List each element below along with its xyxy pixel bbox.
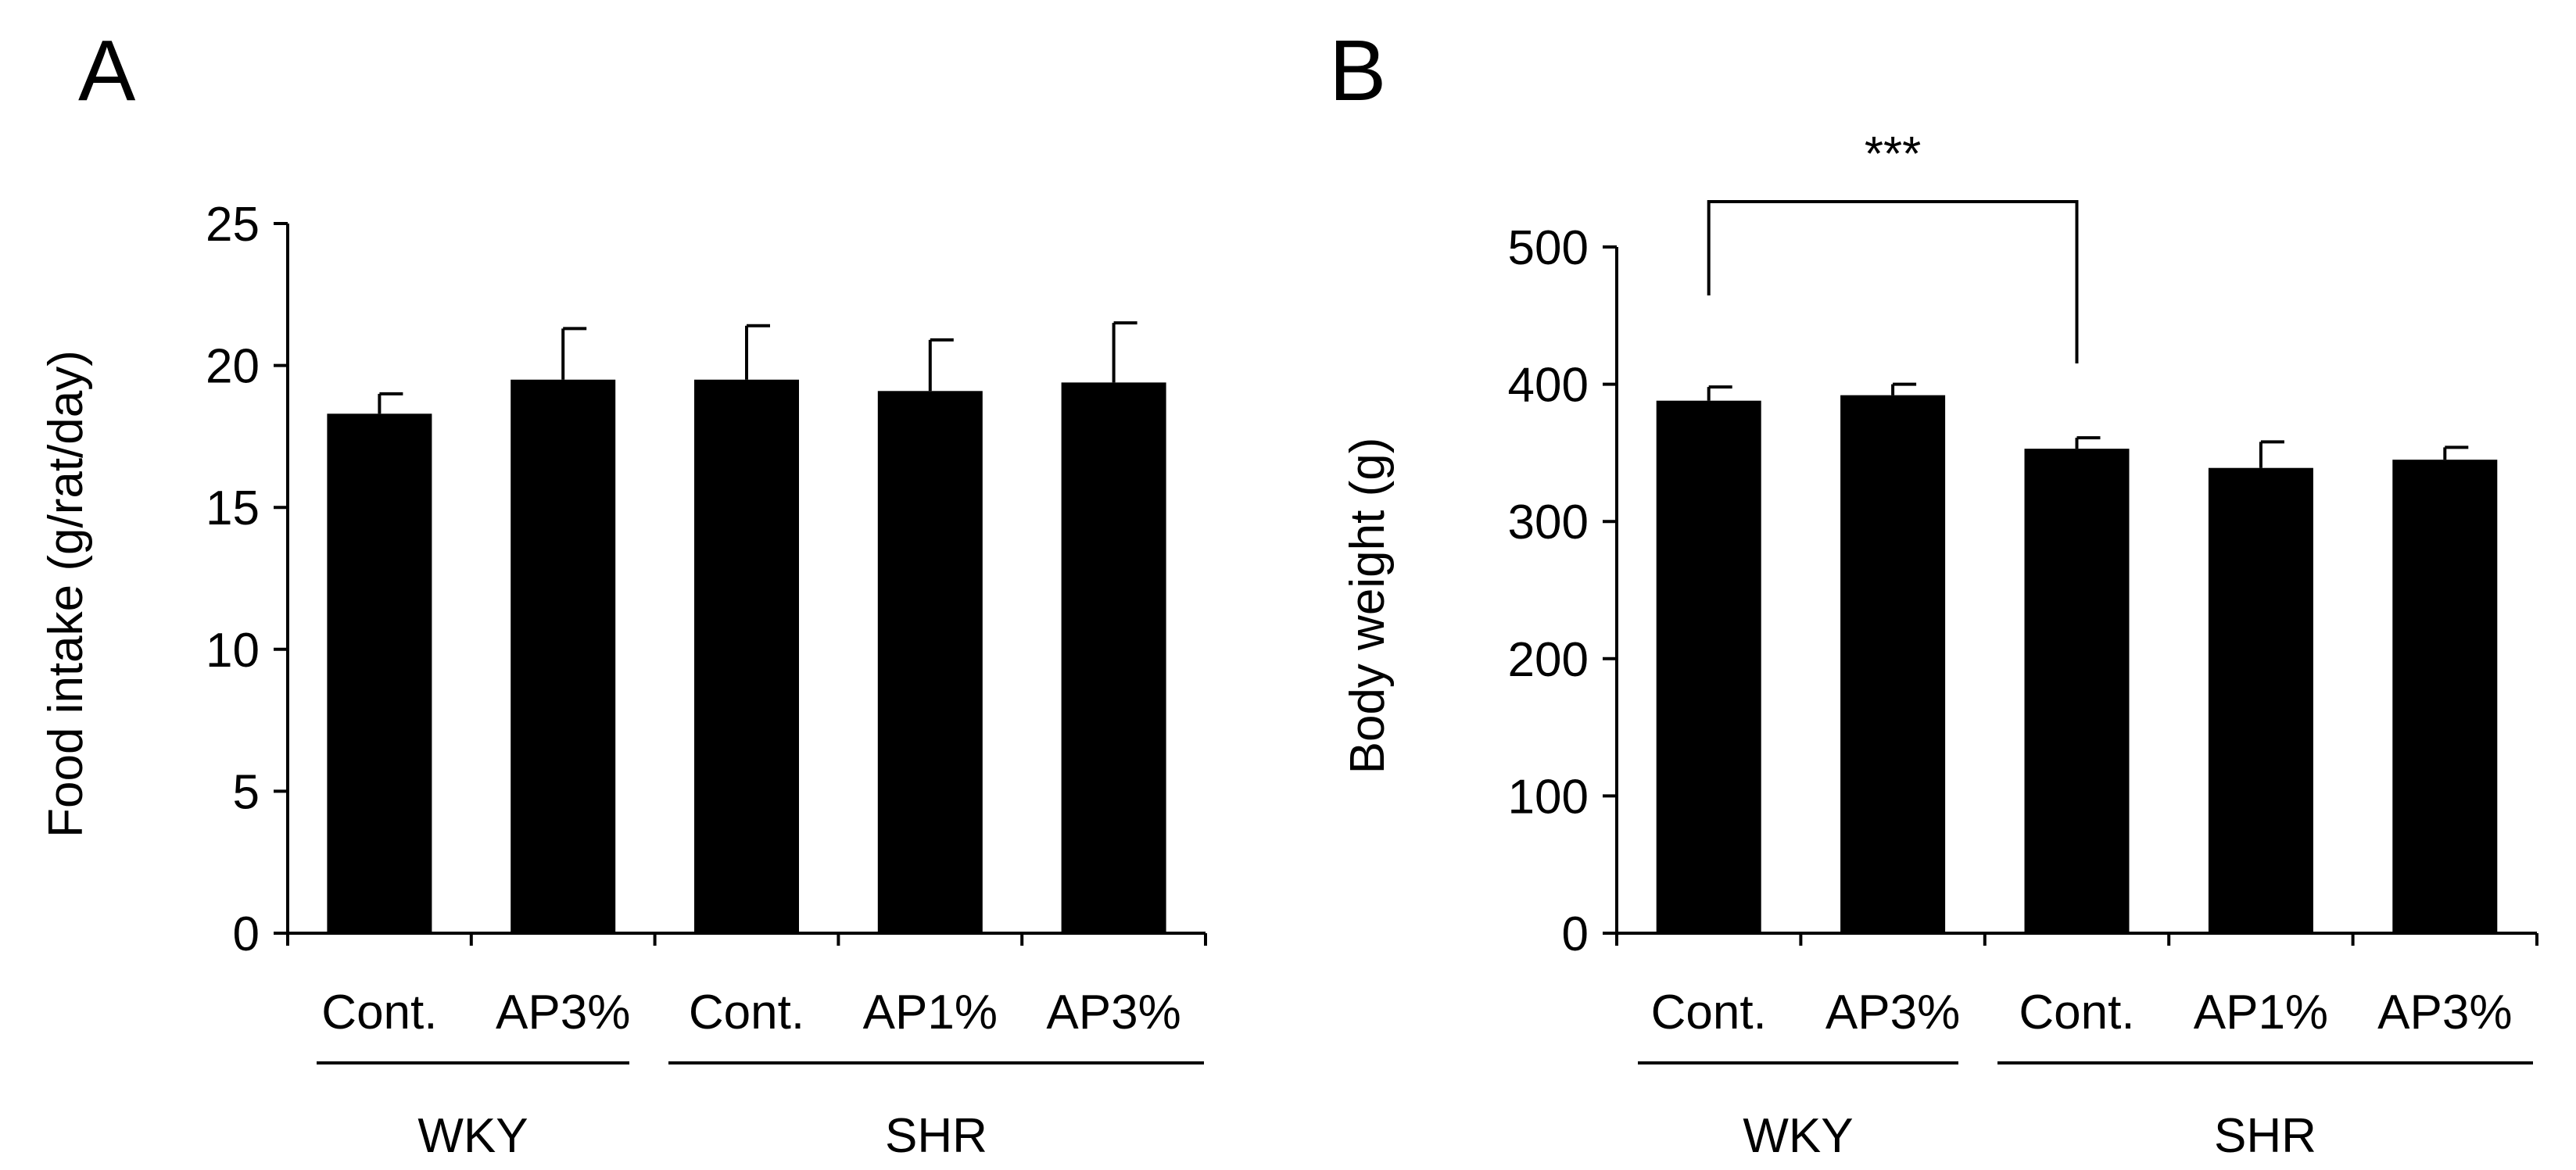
- bar: [511, 379, 616, 933]
- category-label: Cont.: [1651, 986, 1767, 1039]
- category-label: AP1%: [863, 986, 998, 1039]
- category-label: Cont.: [2019, 986, 2134, 1039]
- group-label: WKY: [417, 1109, 528, 1163]
- bar: [877, 391, 983, 934]
- panel-b-letter: B: [1329, 23, 1386, 119]
- y-tick-label: 300: [1508, 496, 1589, 549]
- significance-bracket: [1707, 200, 2079, 363]
- bar: [2024, 449, 2130, 933]
- y-tick-label: 15: [206, 481, 260, 535]
- group-label: SHR: [2214, 1109, 2316, 1163]
- category-label: AP1%: [2194, 986, 2328, 1039]
- category-label: AP3%: [1825, 986, 1960, 1039]
- y-tick-label: 0: [1562, 907, 1589, 961]
- bar: [327, 413, 432, 933]
- y-axis-label: Body weight (g): [1341, 438, 1395, 775]
- significance-label: ***: [1865, 127, 1921, 181]
- y-tick-label: 100: [1508, 770, 1589, 824]
- panel-a-letter: A: [78, 23, 136, 119]
- y-tick-label: 0: [233, 907, 260, 961]
- y-tick-label: 400: [1508, 359, 1589, 413]
- group-label: WKY: [1743, 1109, 1853, 1163]
- category-label: Cont.: [321, 986, 437, 1039]
- panel-b: B 0 100 200 300 400 500 Cont. AP3% Cont. AP1% AP3%…: [1329, 23, 2538, 1163]
- panel-a: A 0 5 10 15 20 25 Cont. AP3% Cont. AP1% AP3% WKY SHR…: [39, 23, 1207, 1163]
- bar: [1656, 400, 1761, 933]
- bar: [1061, 382, 1166, 934]
- bar: [2208, 467, 2313, 933]
- y-tick-label: 200: [1508, 633, 1589, 687]
- bar: [1840, 395, 1946, 933]
- y-tick-label: 20: [206, 340, 260, 394]
- y-tick-label: 10: [206, 624, 260, 678]
- bar: [694, 379, 799, 933]
- category-label: Cont.: [689, 986, 804, 1039]
- y-axis-label: Food intake (g/rat/day): [39, 350, 93, 838]
- category-label: AP3%: [496, 986, 630, 1039]
- category-label: AP3%: [1046, 986, 1181, 1039]
- bar: [2392, 460, 2498, 933]
- category-label: AP3%: [2377, 986, 2512, 1039]
- y-tick-label: 25: [206, 198, 260, 252]
- y-tick-label: 5: [233, 765, 260, 819]
- group-label: SHR: [885, 1109, 987, 1163]
- y-tick-label: 500: [1508, 221, 1589, 275]
